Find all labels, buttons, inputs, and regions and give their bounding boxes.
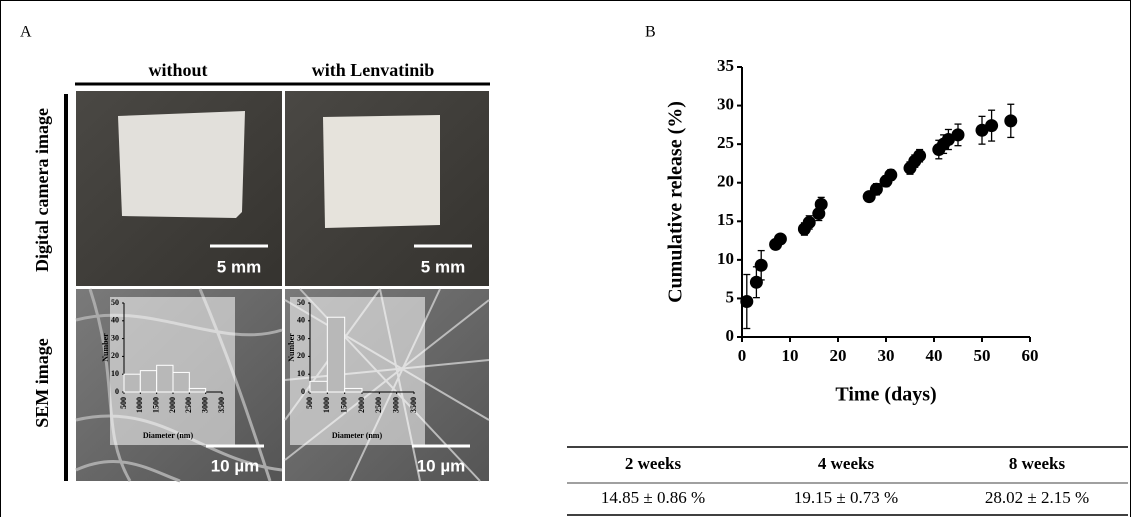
bar [310,381,327,392]
x-tick-label: 2000 [168,397,177,413]
x-tick-label: 500 [305,397,314,409]
table-cell: 28.02 ± 2.15 % [985,488,1089,507]
y-tick-label: 15 [717,210,734,229]
table-header: 2 weeks [625,454,682,473]
y-tick-label: 20 [297,351,305,360]
x-axis-title: Time (days) [835,384,936,406]
y-tick-label: 20 [717,172,734,191]
table-header: 8 weeks [1009,454,1066,473]
figure: A B without with Lenvatinib Digital came… [0,0,1131,517]
scale-label: 10 µm [417,456,466,475]
table-cell: 14.85 ± 0.86 % [601,488,705,507]
bar [345,388,362,392]
x-tick-label: 10 [782,346,799,365]
y-axis-title: Number [101,333,110,362]
y-tick-label: 0 [301,387,305,396]
data-point [815,198,828,211]
data-point [913,149,926,162]
x-tick-label: 1500 [151,397,160,413]
x-tick-label: 60 [1022,346,1039,365]
y-axis-title: Cumulative release (%) [665,101,687,303]
x-tick-label: 3000 [391,397,400,413]
bar [189,388,205,392]
row-header: Digital camera image [32,108,52,272]
column-header: with Lenvatinib [312,60,435,80]
bar [327,317,344,392]
data-point [1004,114,1017,127]
y-tick-label: 40 [111,316,119,325]
x-tick-label: 3000 [200,397,209,413]
y-tick-label: 10 [111,369,119,378]
y-tick-label: 5 [726,287,735,306]
y-tick-label: 10 [717,249,734,268]
scale-label: 10 µm [211,456,260,475]
panel-label: B [645,24,656,41]
x-axis-title: Diameter (nm) [143,431,194,440]
column-header: without [148,60,207,80]
data-point [740,295,753,308]
table-header: 4 weeks [818,454,875,473]
bar [124,374,140,392]
y-tick-label: 30 [111,333,119,342]
x-axis-title: Diameter (nm) [332,431,383,440]
y-tick-label: 0 [115,387,119,396]
data-point [803,216,816,229]
x-tick-label: 2000 [357,397,366,413]
data-point [884,169,897,182]
y-tick-label: 0 [726,326,735,345]
y-tick-label: 30 [297,333,305,342]
scale-label: 5 mm [421,257,465,276]
data-point [952,128,965,141]
bar [173,372,189,392]
y-tick-label: 50 [111,298,119,307]
x-tick-label: 2500 [374,397,383,413]
y-tick-label: 50 [297,298,305,307]
bar [157,365,173,392]
x-tick-label: 1500 [339,397,348,413]
y-tick-label: 40 [297,316,305,325]
x-tick-label: 1000 [322,397,331,413]
x-tick-label: 1000 [135,397,144,413]
y-tick-label: 20 [111,351,119,360]
x-tick-label: 30 [878,346,895,365]
x-tick-label: 3500 [409,397,418,413]
y-tick-label: 30 [717,94,734,113]
row-header: SEM image [32,338,52,428]
x-tick-label: 2500 [184,397,193,413]
y-tick-label: 35 [717,56,734,75]
scale-label: 5 mm [217,257,261,276]
panel-label: A [20,24,32,41]
table-cell: 19.15 ± 0.73 % [794,488,898,507]
x-tick-label: 40 [926,346,943,365]
x-tick-label: 50 [974,346,991,365]
y-axis-title: Number [287,333,296,362]
bar [140,371,156,392]
x-tick-label: 20 [830,346,847,365]
data-point [985,119,998,132]
data-point [755,259,768,272]
x-tick-label: 500 [119,397,128,409]
data-point [774,233,787,246]
y-tick-label: 10 [297,369,305,378]
x-tick-label: 3500 [217,397,226,413]
x-tick-label: 0 [738,346,747,365]
y-tick-label: 25 [717,133,734,152]
